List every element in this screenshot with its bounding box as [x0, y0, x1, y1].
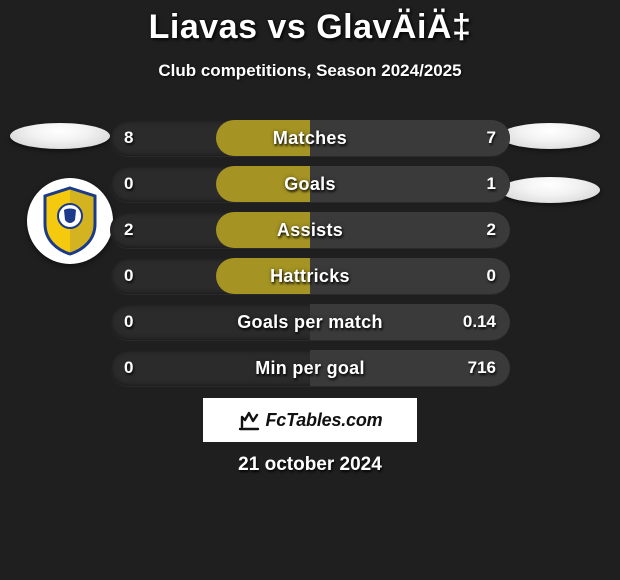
fctables-logo-icon [238, 409, 260, 431]
value-player1: 8 [124, 120, 133, 156]
value-player2: 1 [487, 166, 496, 202]
value-player1: 2 [124, 212, 133, 248]
value-player2: 2 [487, 212, 496, 248]
chart-row-label: Hattricks [110, 258, 510, 294]
chart-row: Goals per match0 0.14 [110, 304, 510, 340]
value-player2: 0.14 [463, 304, 496, 340]
chart-row: Min per goal0 716 [110, 350, 510, 386]
value-player1: 0 [124, 258, 133, 294]
value-player2: 716 [468, 350, 496, 386]
chart-row-label: Goals [110, 166, 510, 202]
value-player2: 0 [487, 258, 496, 294]
chart-row: Matches8 7 [110, 120, 510, 156]
chart-row: Hattricks0 0 [110, 258, 510, 294]
chart-row-label: Goals per match [110, 304, 510, 340]
fctables-watermark: FcTables.com [203, 398, 417, 442]
chart-row-label: Assists [110, 212, 510, 248]
club-crest-icon [41, 186, 99, 256]
page-subtitle: Club competitions, Season 2024/2025 [0, 61, 620, 81]
club-badge [27, 178, 113, 264]
chart-row-label: Min per goal [110, 350, 510, 386]
value-player2: 7 [487, 120, 496, 156]
fctables-label: FcTables.com [266, 410, 383, 431]
page-title: Liavas vs GlavÄiÄ‡ [0, 8, 620, 47]
chart-row: Assists2 2 [110, 212, 510, 248]
player-photo-placeholder-right [500, 123, 600, 149]
chart-row-label: Matches [110, 120, 510, 156]
player-photo-placeholder-right-2 [500, 177, 600, 203]
value-player1: 0 [124, 350, 133, 386]
comparison-chart: Matches87Goals01Assists22Hattricks00Goal… [110, 120, 510, 396]
value-player1: 0 [124, 166, 133, 202]
footer-date: 21 october 2024 [0, 454, 620, 476]
value-player1: 0 [124, 304, 133, 340]
player-photo-placeholder-left [10, 123, 110, 149]
chart-row: Goals0 1 [110, 166, 510, 202]
